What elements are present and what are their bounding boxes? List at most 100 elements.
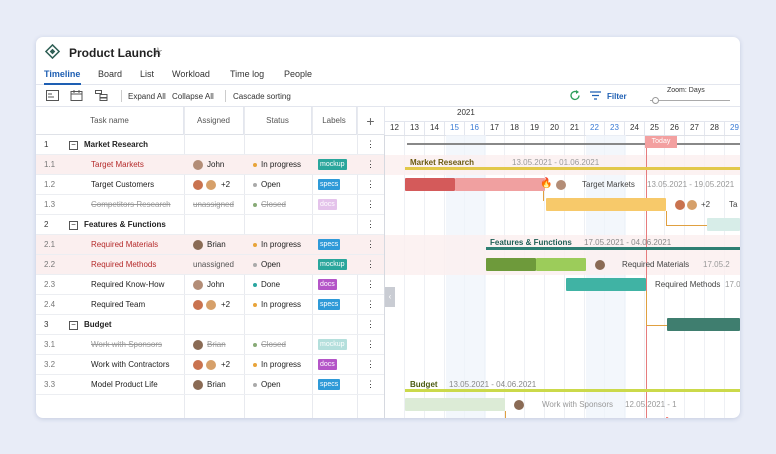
task-row[interactable]: 2.4 Required Team +2 In progress specs ⋮ [36, 295, 384, 315]
label-badge[interactable]: mockup [318, 259, 347, 270]
tab-people[interactable]: People [284, 69, 313, 79]
task-name[interactable]: Work with Sponsors [91, 340, 162, 349]
task-bar-required-team[interactable] [667, 318, 740, 331]
collapse-toggle-icon[interactable]: − [69, 141, 78, 150]
task-row[interactable]: 1.2 Target Customers +2 Open specs ⋮ [36, 175, 384, 195]
group-row[interactable]: 1 − Market Research ⋮ [36, 135, 384, 155]
filter-button[interactable]: Filter [607, 92, 627, 101]
status-text[interactable]: In progress [261, 360, 302, 369]
tab-board[interactable]: Board [98, 69, 123, 79]
task-bar-target-customers[interactable] [546, 198, 666, 211]
extra-assignees-count[interactable]: +2 [221, 360, 231, 369]
task-name[interactable]: Model Product Life [91, 380, 158, 389]
summary-bar-features[interactable] [486, 247, 740, 250]
label-badge[interactable]: mockup [318, 339, 347, 350]
task-name[interactable]: Required Materials [91, 240, 159, 249]
status-text[interactable]: Open [261, 260, 281, 269]
row-menu-icon[interactable]: ⋮ [366, 279, 375, 289]
collapse-all-button[interactable]: Collapse All [172, 92, 214, 101]
label-badge[interactable]: specs [318, 379, 341, 390]
tab-workload[interactable]: Workload [172, 69, 210, 79]
task-name[interactable]: Target Customers [91, 180, 155, 189]
summary-bar-market-research[interactable] [405, 167, 740, 170]
task-bar-required-materials-done[interactable] [486, 258, 536, 271]
task-bar-target-markets-done[interactable] [405, 178, 455, 191]
row-menu-icon[interactable]: ⋮ [366, 359, 375, 369]
task-row[interactable]: 3.2 Work with Contractors +2 In progress doc… [36, 355, 384, 375]
status-text[interactable]: In progress [261, 300, 302, 309]
task-name[interactable]: Required Team [91, 300, 146, 309]
assignee-name[interactable]: John [207, 160, 225, 169]
row-menu-icon[interactable]: ⋮ [366, 319, 375, 329]
zoom-slider-handle[interactable] [652, 97, 659, 104]
group-row[interactable]: 2 − Features & Functions ⋮ [36, 215, 384, 235]
tab-timeline[interactable]: Timeline [44, 69, 81, 79]
assignee-name[interactable]: Brian [207, 340, 226, 349]
label-badge[interactable]: specs [318, 179, 341, 190]
task-bar-target-markets[interactable] [455, 178, 545, 191]
label-badge[interactable]: mockup [318, 159, 347, 170]
group-name[interactable]: Features & Functions [84, 220, 166, 229]
task-bar-required-materials[interactable] [536, 258, 586, 271]
collapse-toggle-icon[interactable]: − [69, 221, 78, 230]
task-name[interactable]: Required Know-How [91, 280, 165, 289]
status-text[interactable]: Done [261, 280, 281, 289]
zoom-slider-track[interactable] [650, 100, 730, 101]
row-menu-icon[interactable]: ⋮ [366, 339, 375, 349]
add-column-button[interactable]: + [357, 107, 385, 135]
label-badge[interactable]: docs [318, 199, 337, 210]
task-row[interactable]: 3.3 Model Product Life Brian Open specs ⋮ [36, 375, 384, 395]
row-menu-icon[interactable]: ⋮ [366, 199, 375, 209]
label-badge[interactable]: docs [318, 359, 337, 370]
task-bar-competitors-research[interactable] [707, 218, 740, 231]
status-text[interactable]: Open [261, 380, 281, 389]
label-badge[interactable]: specs [318, 239, 341, 250]
column-header-labels[interactable]: Labels [312, 107, 357, 135]
task-row[interactable]: 1.1 Target Markets John In progress mockup ⋮ [36, 155, 384, 175]
row-menu-icon[interactable]: ⋮ [366, 259, 375, 269]
task-name[interactable]: Required Methods [91, 260, 157, 269]
task-name[interactable]: Competitors Research [91, 200, 171, 209]
row-menu-icon[interactable]: ⋮ [366, 299, 375, 309]
status-text[interactable]: Closed [261, 200, 286, 209]
row-menu-icon[interactable]: ⋮ [366, 159, 375, 169]
row-menu-icon[interactable]: ⋮ [366, 239, 375, 249]
tab-list[interactable]: List [140, 69, 155, 79]
status-text[interactable]: In progress [261, 160, 302, 169]
task-row[interactable]: 3.1 Work with Sponsors Brian Closed mockup ⋮ [36, 335, 384, 355]
refresh-icon[interactable] [569, 90, 582, 101]
expand-all-button[interactable]: Expand All [128, 92, 166, 101]
extra-assignees-count[interactable]: +2 [221, 300, 231, 309]
assignee-name[interactable]: Brian [207, 380, 226, 389]
task-row[interactable]: 2.3 Required Know-How John Done docs ⋮ [36, 275, 384, 295]
status-text[interactable]: Closed [261, 340, 286, 349]
group-name[interactable]: Market Research [84, 140, 149, 149]
status-text[interactable]: In progress [261, 240, 302, 249]
favorite-star-icon[interactable]: ☆ [153, 46, 163, 58]
column-header-task[interactable]: Task name [36, 107, 184, 135]
summary-bar-budget[interactable] [405, 389, 740, 392]
status-text[interactable]: Open [261, 180, 281, 189]
group-name[interactable]: Budget [84, 320, 112, 329]
column-header-assigned[interactable]: Assigned [184, 107, 244, 135]
collapse-grid-handle[interactable]: ‹ [385, 287, 395, 307]
task-row[interactable]: 2.1 Required Materials Brian In progress spe… [36, 235, 384, 255]
task-name[interactable]: Target Markets [91, 160, 144, 169]
row-menu-icon[interactable]: ⋮ [366, 179, 375, 189]
task-bar-work-with-sponsors[interactable] [405, 398, 505, 411]
column-header-status[interactable]: Status [244, 107, 312, 135]
row-menu-icon[interactable]: ⋮ [366, 379, 375, 389]
task-bar-required-methods[interactable] [566, 278, 646, 291]
task-name[interactable]: Work with Contractors [91, 360, 170, 369]
extra-assignees-count[interactable]: +2 [221, 180, 231, 189]
label-badge[interactable]: specs [318, 299, 341, 310]
assignee-name[interactable]: Brian [207, 240, 226, 249]
row-menu-icon[interactable]: ⋮ [366, 139, 375, 149]
hierarchy-icon[interactable] [95, 90, 108, 101]
filter-icon[interactable] [589, 90, 602, 101]
tab-time-log[interactable]: Time log [230, 69, 265, 79]
collapse-toggle-icon[interactable]: − [69, 321, 78, 330]
assignee-unassigned[interactable]: unassigned [193, 200, 234, 209]
task-row[interactable]: 2.2 Required Methods unassigned Open mockup ⋮ [36, 255, 384, 275]
cascade-sorting-button[interactable]: Cascade sorting [233, 92, 291, 101]
